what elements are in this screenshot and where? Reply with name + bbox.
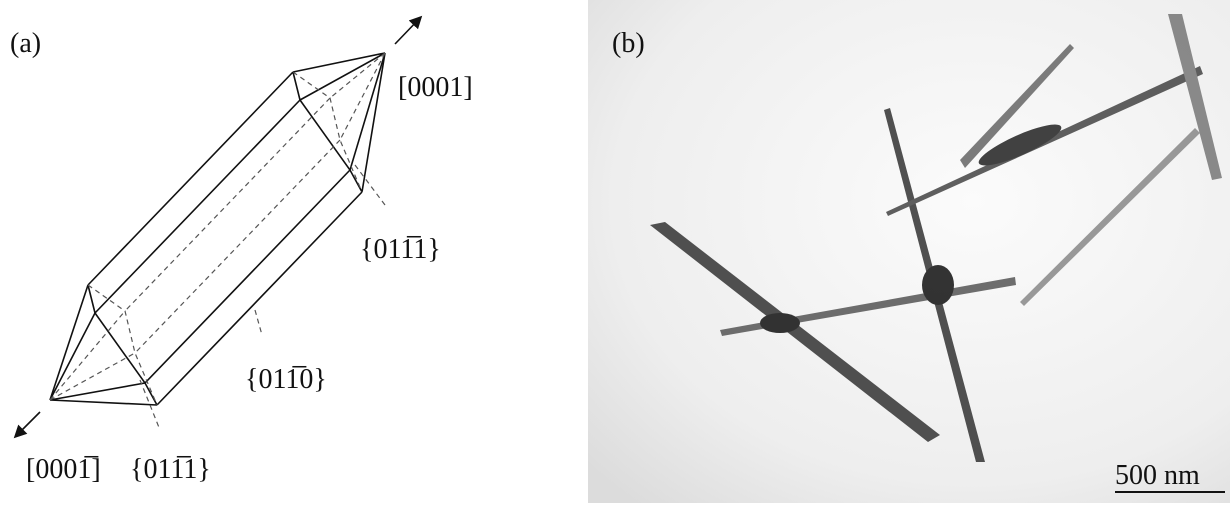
face-label: {011̅1} xyxy=(360,234,441,265)
figure: (a) [0001] {011̅1} {011̅0} [0001̅] {011̅… xyxy=(0,0,1230,503)
scale-bar-label: 500 nm xyxy=(1115,460,1200,491)
panel-label: (b) xyxy=(612,28,645,59)
panel-label: (a) xyxy=(10,28,41,59)
crystal-diagram xyxy=(16,18,420,436)
micrograph xyxy=(588,0,1230,503)
face-label: {011̅1} xyxy=(130,454,211,485)
direction-label: [0001] xyxy=(398,72,473,103)
direction-label: [0001̅] xyxy=(26,454,101,485)
face-label: {011̅0} xyxy=(245,364,327,395)
